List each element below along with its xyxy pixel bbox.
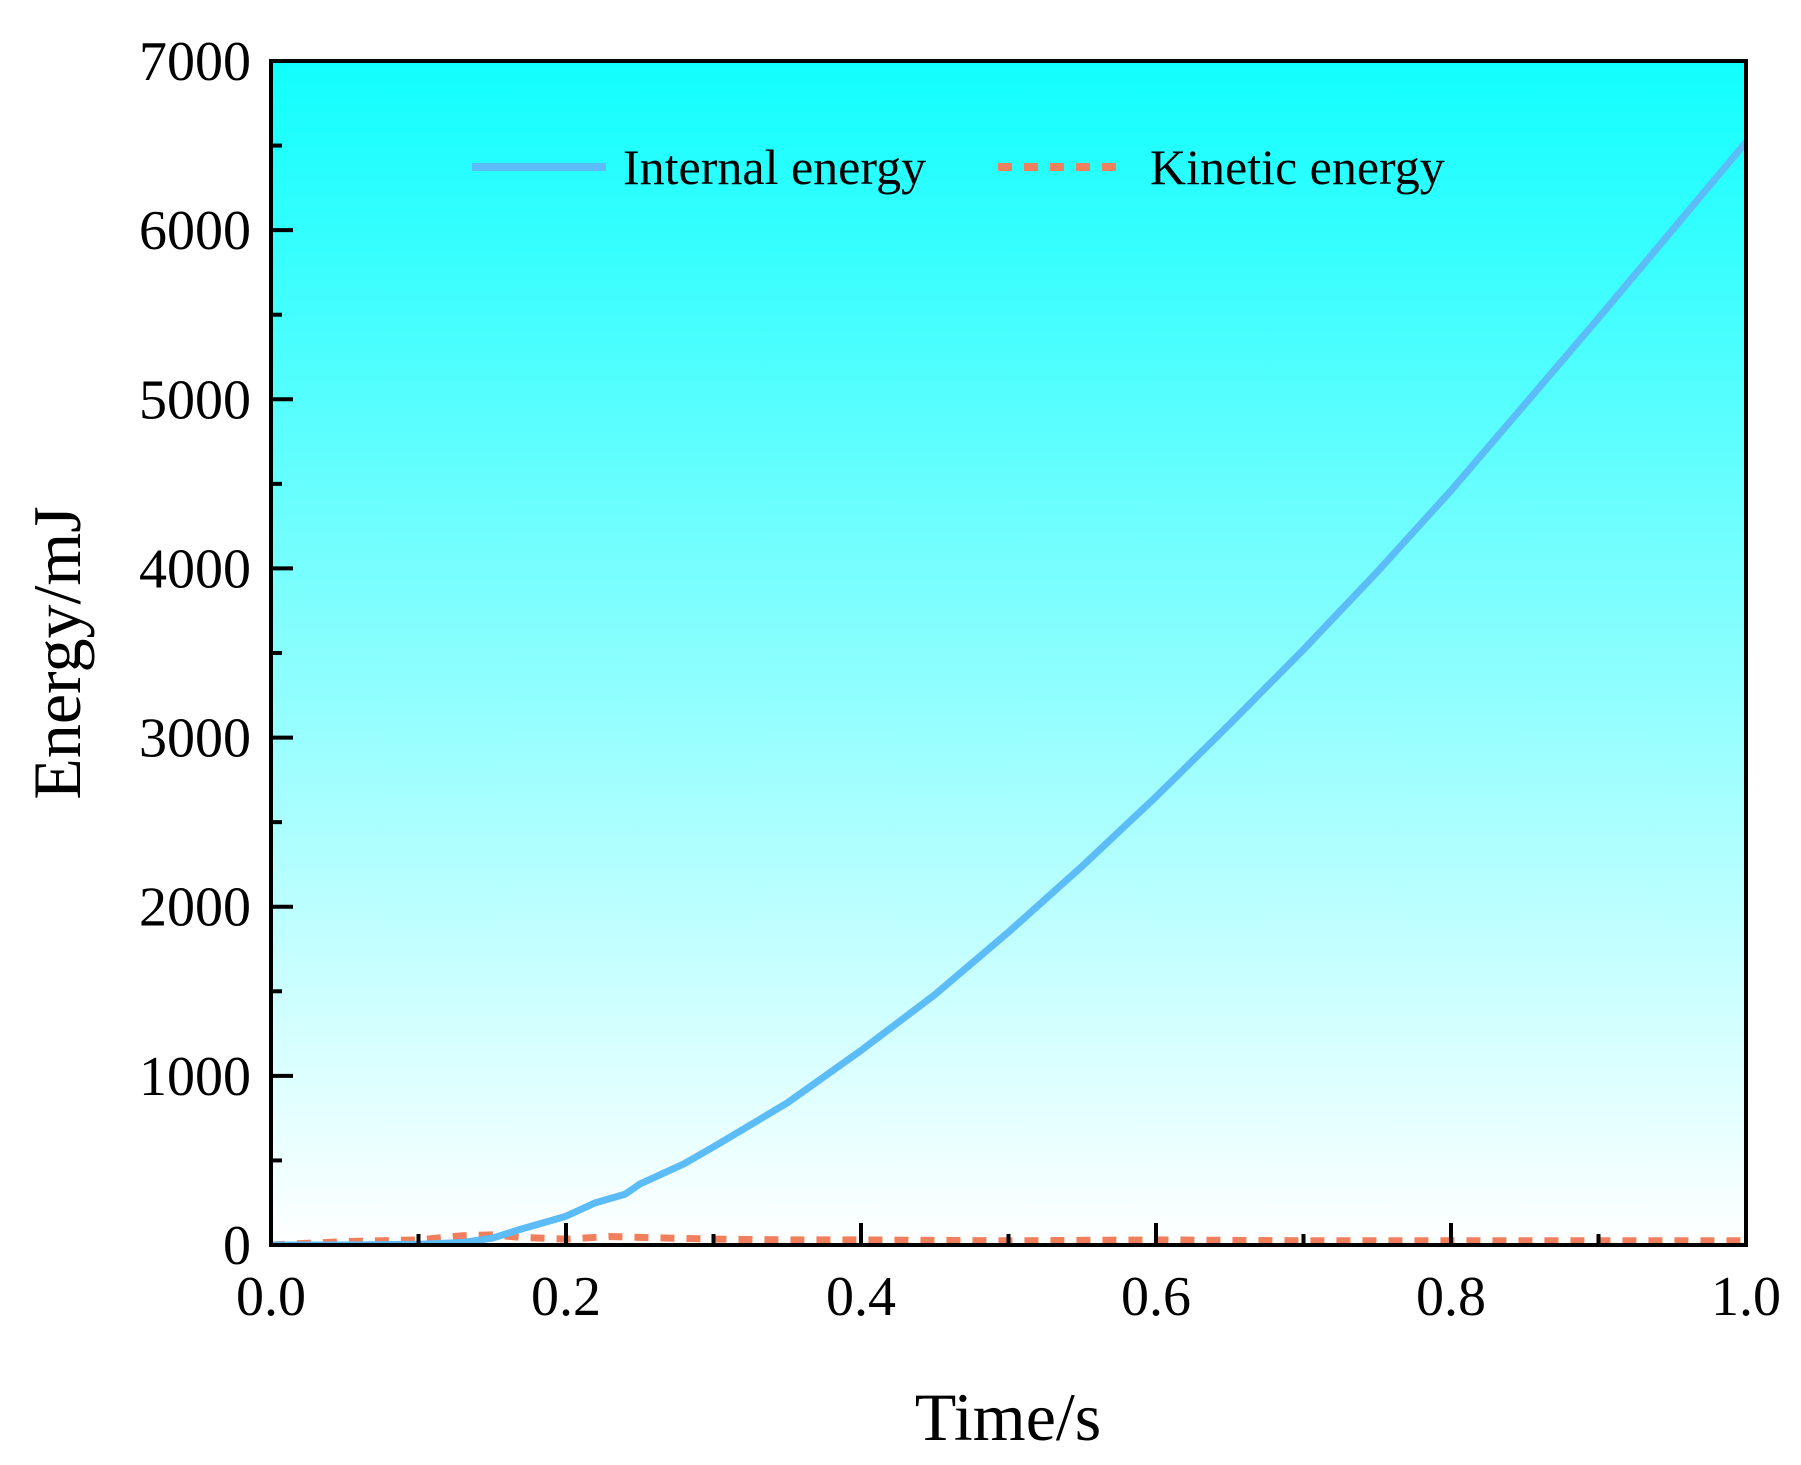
y-tick-label: 7000 — [139, 31, 251, 93]
y-tick-label: 3000 — [139, 708, 251, 770]
legend-label-internal-energy: Internal energy — [623, 139, 926, 195]
y-tick-label: 2000 — [139, 877, 251, 939]
y-tick-label: 4000 — [139, 538, 251, 600]
y-tick-label: 5000 — [139, 369, 251, 431]
y-tick-label: 0 — [223, 1215, 251, 1277]
plot-background — [271, 61, 1746, 1245]
x-tick-label: 0.8 — [1416, 1266, 1486, 1328]
series-line-internal-energy — [271, 138, 1746, 1245]
y-tick-label: 1000 — [139, 1046, 251, 1108]
x-tick-label: 0.6 — [1121, 1266, 1191, 1328]
x-tick-label: 0.4 — [826, 1266, 896, 1328]
x-tick-label: 0.0 — [236, 1266, 306, 1328]
legend-label-kinetic-energy: Kinetic energy — [1150, 139, 1445, 195]
x-axis-title: Time/s — [915, 1379, 1101, 1455]
y-axis-title: Energy/mJ — [19, 506, 95, 799]
y-tick-label: 6000 — [139, 200, 251, 262]
legend: Internal energy Kinetic energy — [472, 139, 1445, 195]
x-tick-label: 0.2 — [531, 1266, 601, 1328]
x-tick-label: 1.0 — [1711, 1266, 1781, 1328]
series-line-kinetic-energy — [271, 1231, 1746, 1245]
